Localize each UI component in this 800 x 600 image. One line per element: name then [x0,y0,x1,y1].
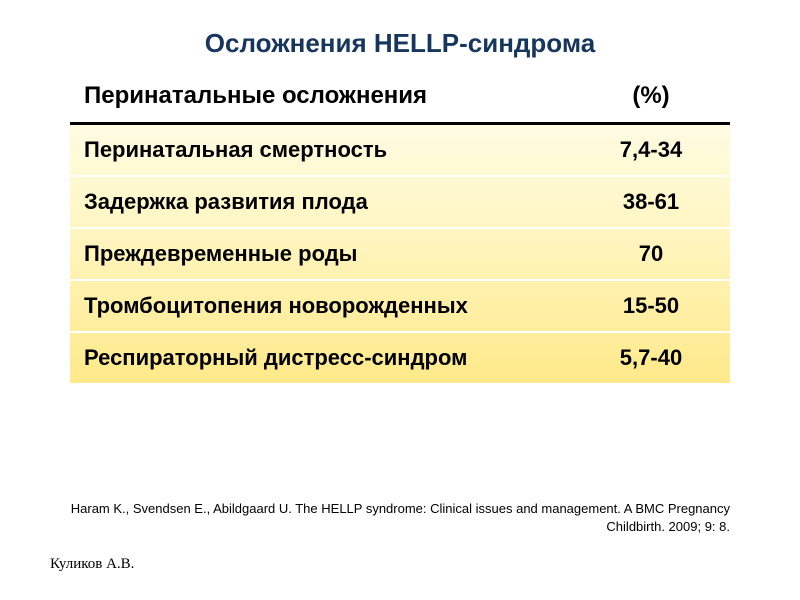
table-row: Перинатальная смертность 7,4-34 [70,124,730,177]
row-value: 70 [572,228,730,280]
row-label: Преждевременные роды [70,228,572,280]
row-label: Задержка развития плода [70,176,572,228]
complications-table-wrap: Перинатальные осложнения (%) Перинатальн… [70,70,730,385]
table-row: Тромбоцитопения новорожденных 15-50 [70,280,730,332]
citation-line2: Childbirth. 2009; 9: 8. [606,519,730,534]
table-row: Задержка развития плода 38-61 [70,176,730,228]
row-label: Тромбоцитопения новорожденных [70,280,572,332]
row-label: Перинатальная смертность [70,124,572,177]
table-row: Респираторный дистресс-синдром 5,7-40 [70,332,730,384]
citation: Haram K., Svendsen E., Abildgaard U. The… [70,500,730,535]
slide-title: Осложнения HELLP-синдрома [0,28,800,59]
row-value: 5,7-40 [572,332,730,384]
citation-line1: Haram K., Svendsen E., Abildgaard U. The… [71,501,730,516]
table-row: Преждевременные роды 70 [70,228,730,280]
row-value: 38-61 [572,176,730,228]
header-percent: (%) [572,70,730,124]
row-value: 7,4-34 [572,124,730,177]
slide: Осложнения HELLP-синдрома Перинатальные … [0,0,800,600]
row-label: Респираторный дистресс-синдром [70,332,572,384]
complications-table: Перинатальные осложнения (%) Перинатальн… [70,70,730,385]
author-footer: Куликов А.В. [50,556,134,573]
table-header-row: Перинатальные осложнения (%) [70,70,730,124]
row-value: 15-50 [572,280,730,332]
header-label: Перинатальные осложнения [70,70,572,124]
